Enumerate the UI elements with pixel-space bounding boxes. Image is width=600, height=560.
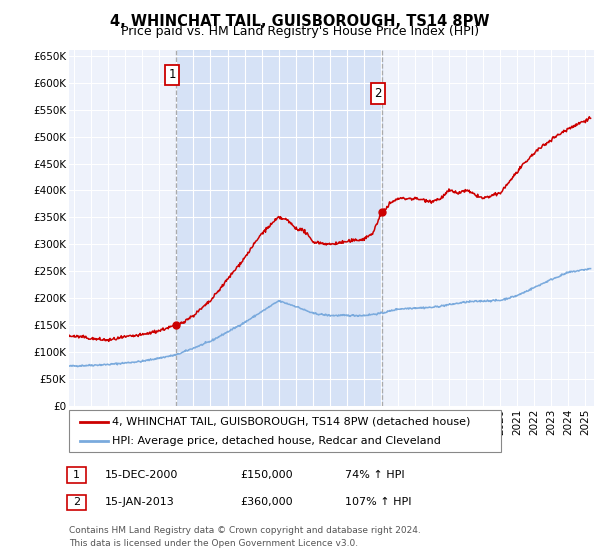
Bar [176,50,382,406]
Text: 74% ↑ HPI: 74% ↑ HPI [345,470,404,480]
FancyBboxPatch shape [67,494,86,510]
Text: Contains HM Land Registry data © Crown copyright and database right 2024.: Contains HM Land Registry data © Crown c… [69,526,421,535]
Text: This data is licensed under the Open Government Licence v3.0.: This data is licensed under the Open Gov… [69,539,358,548]
Text: 107% ↑ HPI: 107% ↑ HPI [345,497,412,507]
Text: Price paid vs. HM Land Registry's House Price Index (HPI): Price paid vs. HM Land Registry's House … [121,25,479,38]
Text: 1: 1 [73,470,80,480]
Text: 2: 2 [73,497,80,507]
FancyBboxPatch shape [67,467,86,483]
Text: £360,000: £360,000 [240,497,293,507]
Text: £150,000: £150,000 [240,470,293,480]
Text: 15-JAN-2013: 15-JAN-2013 [105,497,175,507]
FancyBboxPatch shape [69,410,501,452]
Text: 2: 2 [374,87,382,100]
Text: 1: 1 [169,68,176,81]
Text: 4, WHINCHAT TAIL, GUISBOROUGH, TS14 8PW: 4, WHINCHAT TAIL, GUISBOROUGH, TS14 8PW [110,14,490,29]
Text: 4, WHINCHAT TAIL, GUISBOROUGH, TS14 8PW (detached house): 4, WHINCHAT TAIL, GUISBOROUGH, TS14 8PW … [112,417,470,427]
Text: 15-DEC-2000: 15-DEC-2000 [105,470,178,480]
Text: HPI: Average price, detached house, Redcar and Cleveland: HPI: Average price, detached house, Redc… [112,436,441,446]
